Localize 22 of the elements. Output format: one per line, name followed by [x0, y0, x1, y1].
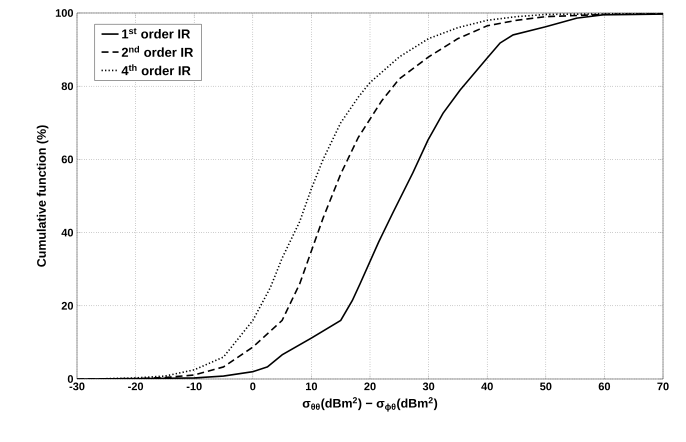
- y-tick-label: 60: [62, 156, 74, 164]
- x-tick-label: 30: [422, 382, 434, 390]
- legend-label: 2$^{nd}$ order IR: [122, 46, 194, 57]
- legend-label: 4$^{th}$ order IR: [122, 64, 191, 76]
- y-tick-label: 0: [68, 375, 74, 383]
- text: σ$_{θθ}$(dBm$^{2}$) − σ$_{ϕθ}$(dBm$^{2}$): [302, 397, 438, 412]
- x-tick-label: -30: [70, 382, 84, 390]
- y-tick-label: 20: [62, 302, 74, 310]
- x-tick-label: 20: [364, 382, 376, 390]
- x-tick-label: 0: [250, 382, 256, 390]
- y-tick-label: 40: [61, 228, 74, 236]
- x-tick-label: 40: [481, 382, 493, 390]
- x-tick-label: 50: [540, 382, 552, 390]
- x-tick-label: -10: [186, 382, 202, 390]
- x-tick-label: 60: [598, 382, 610, 390]
- x-tick-label: 10: [306, 382, 318, 390]
- y-axis-title: Cumulative function (%): [36, 125, 48, 267]
- x-tick-label: -20: [128, 382, 144, 390]
- x-tick-label: 70: [657, 382, 669, 390]
- y-tick-label: 100: [56, 9, 74, 17]
- legend-label: 1$^{st}$ order IR: [122, 28, 190, 39]
- y-tick-label: 80: [62, 82, 74, 90]
